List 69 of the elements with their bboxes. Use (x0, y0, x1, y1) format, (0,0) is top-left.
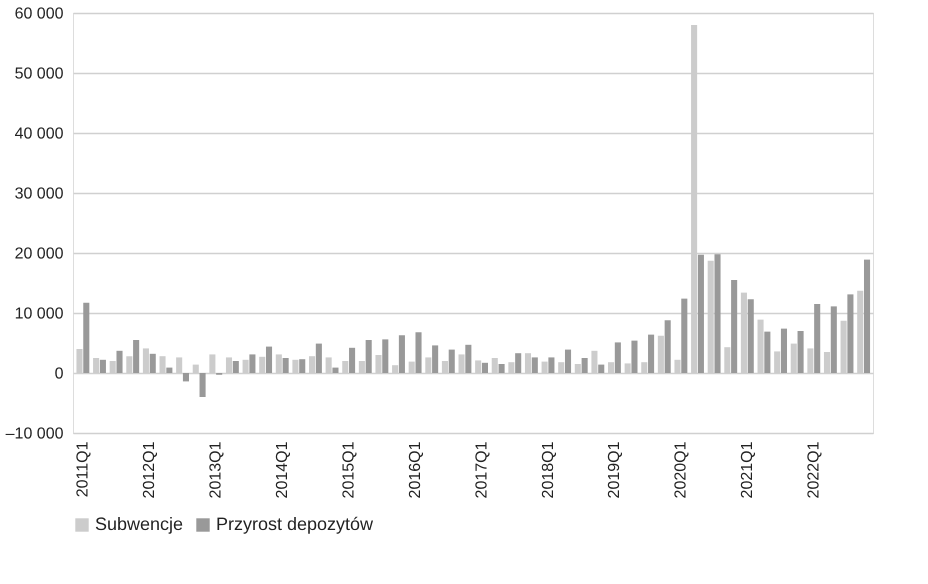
bar (780, 328, 788, 373)
x-tick-label: 2019Q1 (606, 441, 624, 498)
bar (116, 350, 123, 373)
bar (548, 357, 554, 373)
bar (465, 344, 472, 373)
bar (150, 354, 156, 373)
bar (714, 254, 721, 373)
x-tick-label: 2020Q1 (672, 441, 690, 498)
bar (432, 345, 438, 373)
bar (532, 357, 538, 373)
x-tick-label: 2022Q1 (806, 441, 823, 498)
bar (631, 340, 638, 373)
bar (582, 358, 588, 373)
bar (282, 358, 289, 373)
y-tick-label: 10 000 (14, 306, 64, 322)
bar (648, 334, 654, 373)
legend-label: Przyrost depozytów (216, 514, 374, 534)
y-tick-label: –10 000 (6, 426, 64, 442)
bar (864, 260, 870, 373)
bar (133, 340, 140, 373)
bar (182, 373, 189, 382)
bar (482, 362, 488, 373)
x-tick-label: 2017Q1 (473, 441, 490, 498)
bar (564, 350, 572, 373)
x-tick-label: 2012Q1 (141, 441, 158, 498)
bar (664, 320, 671, 373)
bar (598, 364, 604, 373)
bar (448, 350, 455, 373)
bar (232, 361, 239, 373)
legend-label: Subwencje (95, 514, 184, 534)
bar (266, 346, 272, 373)
bar (316, 344, 322, 373)
bar (764, 332, 770, 373)
bar (698, 254, 704, 373)
bar (249, 354, 256, 373)
x-tick-label: 2011Q1 (74, 441, 92, 498)
bar (814, 304, 820, 373)
bar (200, 373, 206, 397)
bar (166, 368, 172, 373)
x-tick-label: 2013Q1 (208, 441, 225, 498)
bar (349, 348, 356, 373)
y-tick-label: 60 000 (14, 6, 64, 22)
x-tick-label: 2018Q1 (540, 441, 557, 498)
bar (100, 360, 106, 373)
y-tick-label: 50 000 (14, 66, 64, 82)
bar (681, 298, 688, 373)
bar (332, 368, 339, 373)
bar (731, 280, 738, 373)
bar (398, 335, 405, 373)
y-tick-label: 40 000 (14, 126, 64, 142)
bar (748, 299, 754, 373)
y-tick-label: 0 (54, 366, 64, 382)
bar (366, 340, 372, 373)
x-tick-label: 2014Q1 (274, 441, 291, 498)
bar (498, 364, 505, 373)
bar (830, 306, 837, 373)
x-tick-label: 2015Q1 (340, 441, 358, 498)
x-tick-label: 2021Q1 (739, 441, 756, 498)
x-tick-label: 2016Q1 (406, 441, 424, 498)
bar (299, 359, 306, 373)
bar (847, 294, 854, 373)
bar (415, 332, 422, 373)
bar (614, 342, 621, 373)
y-tick-label: 20 000 (14, 246, 64, 262)
y-tick-label: 30 000 (14, 186, 64, 202)
bar (798, 331, 804, 373)
bar (515, 353, 522, 373)
bar (83, 302, 90, 373)
bar (382, 339, 388, 373)
